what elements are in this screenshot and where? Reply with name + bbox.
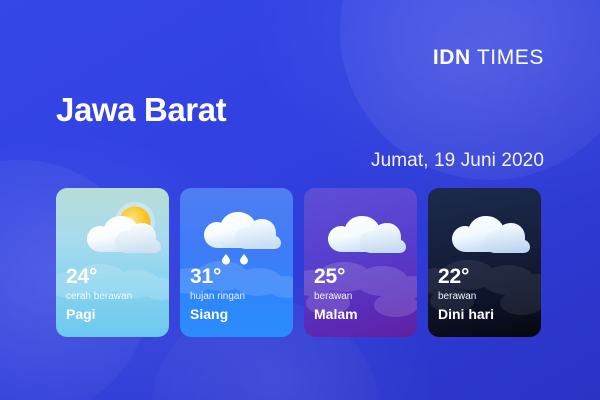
period: Pagi <box>66 306 96 323</box>
brand-logo-times: TIMES <box>476 46 544 69</box>
period: Dini hari <box>438 306 495 323</box>
cloud-haze <box>304 251 417 337</box>
card-text-block: 31° hujan ringan Siang <box>190 266 285 324</box>
cloud-rain-icon <box>180 196 293 270</box>
temperature: 31° <box>190 265 222 289</box>
sun-behind-cloud-icon <box>56 196 169 270</box>
condition: berawan <box>438 291 477 303</box>
page-title: Jawa Barat <box>56 91 227 128</box>
condition: berawan <box>314 291 353 303</box>
condition: cerah berawan <box>66 291 133 303</box>
forecast-card-night[interactable]: 25° berawan Malam <box>304 188 417 337</box>
forecast-card-list: 24° cerah berawan Pagi <box>56 188 541 337</box>
card-background <box>304 188 417 337</box>
cloud-icon <box>304 196 417 270</box>
card-text-block: 24° cerah berawan Pagi <box>66 266 161 324</box>
forecast-card-morning[interactable]: 24° cerah berawan Pagi <box>56 188 169 337</box>
cloud-haze <box>180 251 293 337</box>
card-text-block: 22° berawan Dini hari <box>438 266 533 324</box>
card-background <box>56 188 169 337</box>
cloud-haze <box>56 251 169 337</box>
forecast-date: Jumat, 19 Juni 2020 <box>370 150 544 171</box>
cloud-haze <box>428 251 541 337</box>
card-background <box>428 188 541 337</box>
period: Siang <box>190 306 229 323</box>
condition: hujan ringan <box>190 291 246 303</box>
cloud-icon <box>428 196 541 270</box>
brand-logo: IDN TIMES <box>433 47 544 68</box>
forecast-card-predawn[interactable]: 22° berawan Dini hari <box>428 188 541 337</box>
temperature: 25° <box>314 265 346 289</box>
card-text-block: 25° berawan Malam <box>314 266 409 324</box>
temperature: 24° <box>66 265 98 289</box>
period: Malam <box>314 306 358 323</box>
temperature: 22° <box>438 265 470 289</box>
forecast-card-noon[interactable]: 31° hujan ringan Siang <box>180 188 293 337</box>
brand-logo-idn: IDN <box>432 46 471 69</box>
